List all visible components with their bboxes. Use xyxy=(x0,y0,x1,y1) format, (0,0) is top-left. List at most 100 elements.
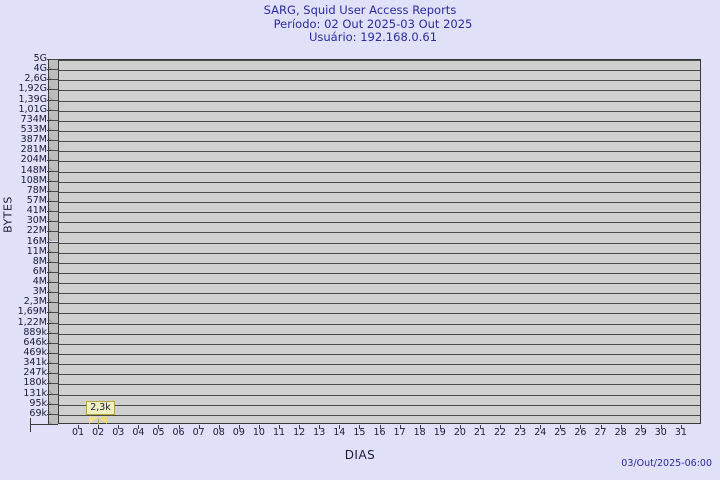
wall-row xyxy=(48,140,59,151)
x-axis-label: DIAS xyxy=(344,448,376,462)
data-point-marker xyxy=(89,417,99,424)
x-tick-label: 08 xyxy=(212,427,225,438)
wall-row xyxy=(48,393,59,404)
y-tick-mark xyxy=(47,292,51,294)
x-tick-mark xyxy=(500,425,502,429)
x-tick-mark xyxy=(359,425,361,429)
wall-row xyxy=(48,403,59,414)
y-tick-label: 889k xyxy=(23,326,47,338)
wall-row xyxy=(48,69,59,80)
gridline xyxy=(59,242,700,244)
wall-row xyxy=(48,322,59,333)
gridline xyxy=(59,293,700,295)
x-tick-mark xyxy=(520,425,522,429)
y-tick-label: 1,01G xyxy=(18,103,47,115)
gridline xyxy=(59,70,700,72)
x-tick-mark xyxy=(479,425,481,429)
y-tick-mark xyxy=(47,413,51,415)
x-tick-mark xyxy=(279,425,281,429)
x-tick-label: 24 xyxy=(534,427,547,438)
gridline xyxy=(59,151,700,153)
data-point-callout: 2,3k xyxy=(86,401,115,415)
wall-row xyxy=(48,119,59,130)
gridline xyxy=(59,404,700,406)
gridline xyxy=(59,354,700,356)
wall-row xyxy=(48,353,59,364)
x-tick-mark xyxy=(620,425,622,429)
wall-row xyxy=(48,332,59,343)
y-tick-mark xyxy=(47,393,51,395)
x-tick-label: 06 xyxy=(172,427,185,438)
wall-row xyxy=(48,190,59,201)
x-tick-label: 18 xyxy=(413,427,426,438)
x-tick-label: 20 xyxy=(453,427,466,438)
y-tick-mark xyxy=(47,353,51,355)
x-tick-label: 02 xyxy=(92,427,105,438)
y-tick-mark xyxy=(47,170,51,172)
y-tick-mark xyxy=(47,312,51,314)
chart-title-block: SARG, Squid User Access Reports Período:… xyxy=(0,3,720,45)
y-tick-mark xyxy=(47,241,51,243)
gridline xyxy=(59,364,700,366)
y-tick-label: 734M xyxy=(20,113,47,125)
gridline xyxy=(59,60,700,61)
chart-user: Usuário: 192.168.0.61 xyxy=(308,30,438,44)
x-tick-mark xyxy=(218,425,220,429)
generated-timestamp: 03/Out/2025-06:00 xyxy=(621,458,712,469)
x-tick-label: 25 xyxy=(554,427,567,438)
gridline xyxy=(59,90,700,92)
x-tick-mark xyxy=(580,425,582,429)
x-tick-mark xyxy=(680,425,682,429)
x-tick-mark xyxy=(158,425,160,429)
x-tick-mark xyxy=(339,425,341,429)
x-tick-mark xyxy=(600,425,602,429)
x-tick-label: 07 xyxy=(192,427,205,438)
x-tick-label: 19 xyxy=(433,427,446,438)
y-tick-label: 108M xyxy=(20,174,47,186)
plot-side-wall xyxy=(48,59,59,424)
y-tick-label: 6M xyxy=(32,265,47,277)
y-tick-label: 533M xyxy=(20,123,47,135)
x-tick-label: 09 xyxy=(232,427,245,438)
wall-row xyxy=(48,221,59,232)
x-tick-mark xyxy=(459,425,461,429)
y-tick-mark xyxy=(47,89,51,91)
y-tick-mark xyxy=(47,282,51,284)
gridline xyxy=(59,120,700,122)
y-axis-ticks: 5G 4G 2,6G 1,92G 1,39G 1,01G 734M 533M 387M 281M 2… xyxy=(0,0,51,480)
y-tick-mark xyxy=(47,363,51,365)
y-tick-label: 131k xyxy=(23,387,47,399)
y-tick-label: 57M xyxy=(26,194,47,206)
x-tick-mark xyxy=(540,425,542,429)
chart-period: Período: 02 Out 2025-03 Out 2025 xyxy=(273,16,473,31)
gridline xyxy=(59,414,700,416)
wall-row xyxy=(48,282,59,293)
y-tick-mark xyxy=(47,231,51,233)
gridline xyxy=(59,201,700,203)
x-tick-mark xyxy=(640,425,642,429)
x-tick-label: 21 xyxy=(473,427,487,438)
y-tick-mark xyxy=(47,322,51,324)
gridline xyxy=(59,333,700,335)
y-tick-mark xyxy=(47,99,51,101)
y-tick-label: 8M xyxy=(32,255,47,267)
y-tick-mark xyxy=(47,150,51,152)
wall-row xyxy=(48,150,59,161)
y-tick-label: 41M xyxy=(26,205,47,217)
y-tick-label: 3M xyxy=(32,286,47,298)
chart-title: SARG, Squid User Access Reports xyxy=(263,3,457,17)
x-tick-label: 23 xyxy=(514,427,527,438)
x-tick-label: 13 xyxy=(313,427,326,438)
data-point-marker xyxy=(98,417,108,424)
y-tick-mark xyxy=(47,403,51,405)
gridline xyxy=(59,232,700,234)
gridline xyxy=(59,252,700,254)
x-tick-mark xyxy=(238,425,240,429)
gridline xyxy=(59,191,700,193)
y-tick-mark xyxy=(47,251,51,253)
y-tick-label: 1,92G xyxy=(18,83,47,95)
y-tick-mark xyxy=(47,383,51,385)
x-tick-label: 30 xyxy=(654,427,667,438)
